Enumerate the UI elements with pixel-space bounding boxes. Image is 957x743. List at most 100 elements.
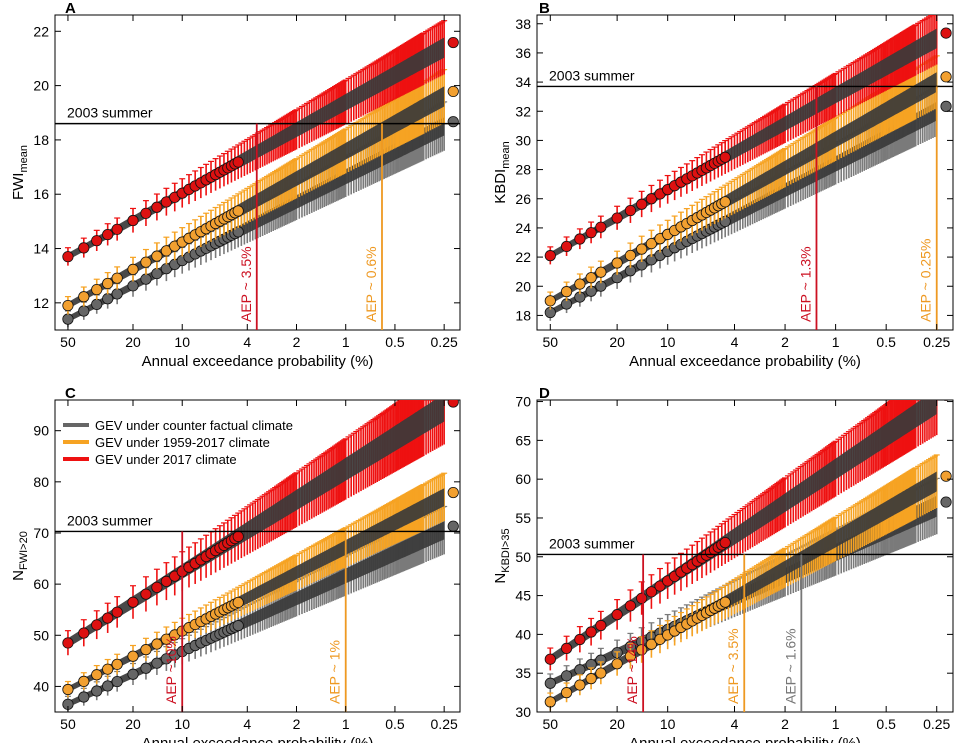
data-point (78, 305, 90, 317)
data-point (585, 272, 597, 284)
data-point (574, 233, 586, 245)
legend: GEV under counter factual climate GEV und… (63, 418, 293, 467)
data-point (62, 637, 74, 649)
data-point (140, 207, 152, 219)
reference-label: 2003 summer (549, 67, 635, 83)
x-tick-label: 50 (60, 716, 76, 732)
x-tick-label: 20 (125, 334, 141, 350)
data-point (151, 250, 163, 262)
y-tick-label: 38 (515, 16, 531, 32)
data-point (595, 221, 607, 233)
data-point (624, 600, 637, 612)
data-point (151, 638, 163, 650)
data-point (595, 667, 607, 679)
x-tick-label: 20 (609, 716, 625, 732)
x-tick-label: 4 (731, 334, 739, 350)
data-point (645, 237, 658, 250)
data-point (585, 673, 597, 685)
data-point (544, 250, 556, 262)
panel-c: 2003 summer AEP ~10% AEP ~ 1% 50 20 10 4 2 1 0.5 0… (10, 385, 461, 743)
data-point (560, 642, 573, 654)
data-point (232, 530, 244, 543)
y-tick-label: 18 (33, 132, 49, 148)
y-tick-label: 70 (33, 525, 49, 541)
data-point (127, 263, 139, 275)
data-point (151, 267, 163, 280)
series-gev-under-2017-climate (544, 400, 950, 671)
data-point (140, 273, 152, 285)
data-point (560, 687, 573, 699)
series-gev-under-1959-2017-climate (544, 55, 952, 310)
data-point (111, 223, 123, 235)
data-point (102, 680, 114, 692)
x-axis-label: Annual exceedance probability (%) (142, 353, 374, 370)
x-tick-label: 0.25 (923, 334, 950, 350)
data-point-end (940, 496, 952, 508)
y-tick-label: 20 (515, 278, 531, 294)
data-point (102, 277, 114, 290)
data-point (140, 644, 152, 656)
y-tick-label: 34 (515, 74, 531, 90)
y-tick-label: 30 (515, 704, 531, 720)
data-point (78, 291, 90, 303)
panel-a: 2003 summer AEP ~ 3.5% AEP ~ 0.6% 50 20 10 4 2 1… (10, 0, 461, 370)
data-point (140, 256, 152, 268)
data-point (232, 156, 244, 168)
y-tick-label: 40 (33, 678, 49, 694)
aep-marker-label: AEP ~ 0.25% (918, 239, 934, 322)
y-tick-label: 26 (515, 191, 531, 207)
data-point (140, 662, 152, 674)
x-tick-label: 0.25 (431, 334, 458, 350)
data-point (91, 685, 103, 697)
series-gev-under-2017-climate (62, 400, 459, 656)
data-point (719, 151, 731, 163)
data-point (574, 278, 586, 290)
x-tick-label: 10 (174, 334, 190, 350)
y-tick-label: 70 (515, 394, 531, 410)
y-tick-label: 50 (515, 549, 531, 565)
y-tick-label: 14 (33, 241, 49, 257)
data-point (151, 657, 163, 669)
y-tick-label: 32 (515, 103, 531, 119)
x-tick-label: 0.5 (876, 716, 896, 732)
data-point-end (940, 27, 952, 39)
aep-marker-label: AEP ~ 3.5% (725, 628, 741, 704)
data-point (151, 201, 163, 213)
y-tick-label: 80 (33, 474, 49, 490)
x-tick-label: 2 (293, 334, 301, 350)
y-tick-label: 22 (515, 249, 531, 265)
x-tick-label: 1 (832, 716, 840, 732)
data-point (111, 658, 123, 670)
data-point (62, 683, 74, 696)
y-axis-label-main: FWI (10, 173, 27, 201)
y-axis-label-main: KBDI (492, 169, 509, 204)
data-point (102, 663, 114, 675)
data-point (62, 299, 74, 312)
y-tick-label: 18 (515, 307, 531, 323)
y-axis-label-main: N (10, 570, 27, 581)
data-point (560, 670, 573, 682)
x-tick-label: 1 (342, 716, 350, 732)
data-point (611, 257, 623, 269)
y-tick-label: 28 (515, 162, 531, 178)
data-point (111, 288, 123, 300)
x-tick-label: 1 (832, 334, 840, 350)
y-tick-label: 12 (33, 295, 49, 311)
data-point (91, 669, 103, 681)
y-axis-label-subscript: mean (500, 141, 512, 169)
panel-d: 2003 summer AEP ~14% AEP ~ 3.5% AEP ~ 1.6% 5… (492, 385, 954, 743)
data-point (636, 243, 648, 255)
x-axis-label: Annual exceedance probability (%) (629, 735, 861, 743)
y-tick-label: 20 (33, 78, 49, 94)
panel-letter: A (65, 0, 76, 17)
x-tick-label: 4 (243, 334, 251, 350)
data-point (645, 638, 658, 650)
aep-marker-label: AEP ~ 1.3% (797, 246, 813, 322)
data-point (232, 205, 244, 217)
y-tick-label: 60 (515, 471, 531, 487)
data-point (560, 240, 573, 253)
data-point-end (447, 116, 459, 128)
data-point (91, 235, 103, 247)
y-axis-label: FWImean (10, 145, 30, 200)
data-point (232, 596, 244, 609)
